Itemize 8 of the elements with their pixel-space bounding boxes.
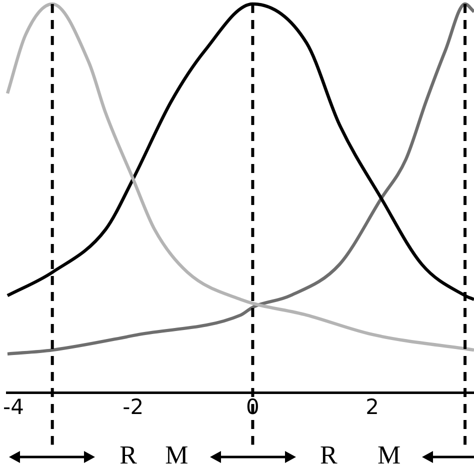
text: M xyxy=(165,440,188,470)
x-tick-label: 0 xyxy=(246,394,260,419)
x-tick-label: 2 xyxy=(366,394,380,419)
x-tick-label: -2 xyxy=(122,394,144,419)
text: R xyxy=(320,440,338,470)
text: M xyxy=(377,440,401,470)
x-tick-label: -4 xyxy=(2,394,24,419)
text: R xyxy=(120,440,138,470)
